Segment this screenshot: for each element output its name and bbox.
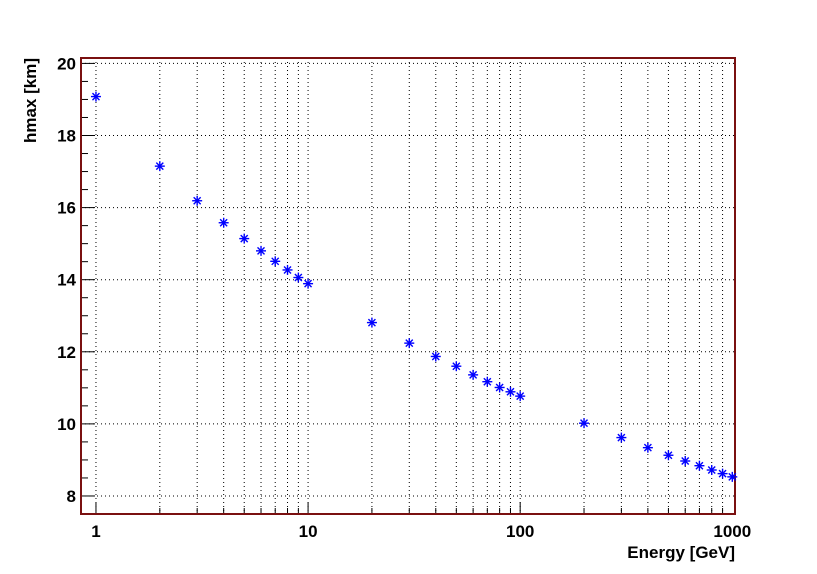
- y-axis-title: hmax [km]: [21, 58, 40, 143]
- y-tick-label: 18: [57, 127, 76, 146]
- data-point: [642, 442, 653, 453]
- y-tick-label: 20: [57, 54, 76, 73]
- x-tick-label: 1: [91, 522, 100, 541]
- data-point: [270, 256, 281, 267]
- grid-lines: [81, 58, 735, 514]
- major-ticks: [81, 62, 521, 514]
- y-tick-labels: 8 10 12 14 16 18 20: [57, 54, 76, 506]
- data-point: [616, 432, 627, 443]
- data-point: [430, 351, 441, 362]
- x-tick-label: 100: [506, 522, 534, 541]
- data-point: [90, 91, 101, 102]
- data-point: [680, 456, 691, 467]
- data-point: [154, 161, 165, 172]
- data-point: [239, 233, 250, 244]
- data-point: [482, 376, 493, 387]
- data-points: [90, 91, 738, 482]
- data-point: [256, 245, 267, 256]
- x-tick-label: 1000: [713, 522, 751, 541]
- minor-ticks: [81, 80, 724, 515]
- data-point: [404, 338, 415, 349]
- data-point: [505, 386, 516, 397]
- data-point: [694, 460, 705, 471]
- data-point: [451, 361, 462, 372]
- data-point: [468, 369, 479, 380]
- data-point: [494, 382, 505, 393]
- y-tick-label: 12: [57, 343, 76, 362]
- plot-frame: [80, 57, 736, 515]
- data-point: [663, 450, 674, 461]
- data-point: [218, 217, 229, 228]
- y-tick-label: 14: [57, 271, 76, 290]
- y-tick-label: 8: [67, 487, 76, 506]
- x-tick-labels: 1 10 100 1000: [91, 522, 751, 541]
- data-point: [515, 391, 526, 402]
- data-point: [282, 264, 293, 275]
- y-tick-label: 10: [57, 415, 76, 434]
- data-point: [706, 465, 717, 476]
- data-point: [727, 471, 738, 482]
- data-point: [366, 317, 377, 328]
- data-point: [293, 272, 304, 283]
- x-axis-title: Energy [GeV]: [627, 543, 735, 562]
- data-point: [303, 278, 314, 289]
- x-tick-label: 10: [299, 522, 318, 541]
- y-tick-label: 16: [57, 199, 76, 218]
- data-point: [579, 418, 590, 429]
- data-point: [192, 195, 203, 206]
- data-point: [717, 468, 728, 479]
